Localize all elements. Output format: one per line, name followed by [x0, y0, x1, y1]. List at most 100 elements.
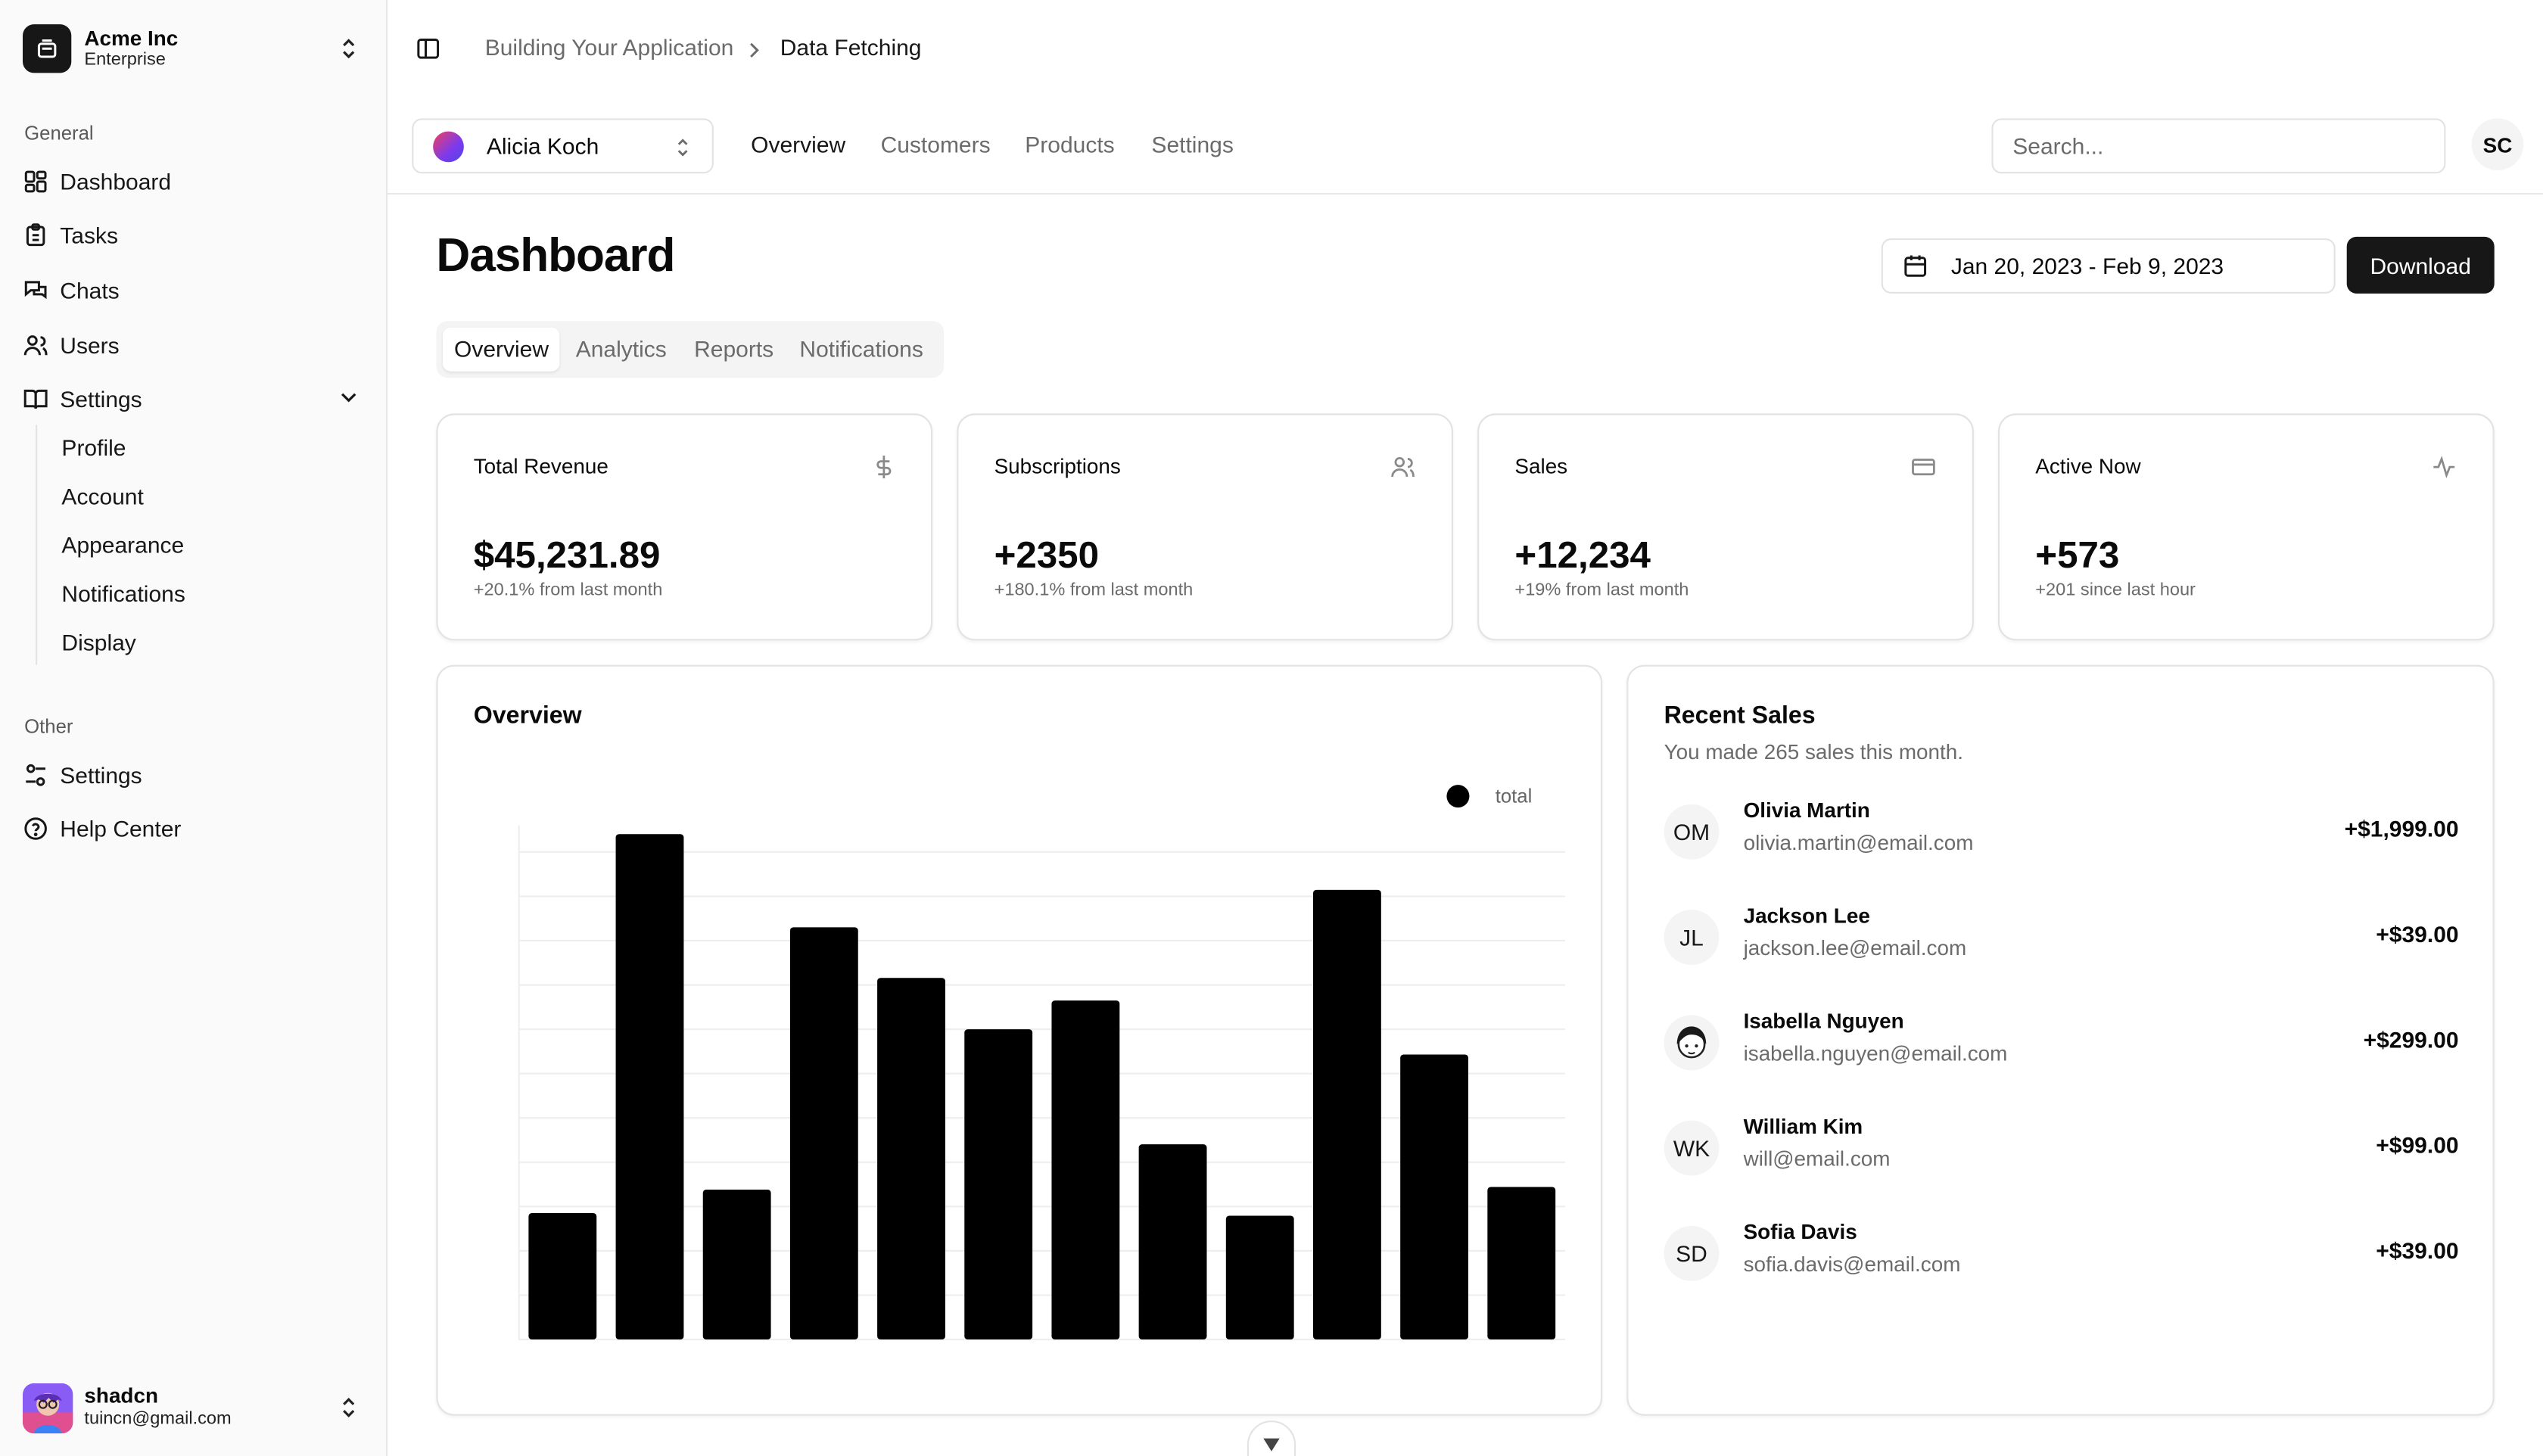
page-title: Dashboard: [436, 230, 675, 282]
sidebar-item-settings[interactable]: Settings: [23, 376, 366, 422]
chart-bar[interactable]: [702, 1189, 771, 1339]
overview-card: Overview total: [436, 664, 1603, 1416]
date-range-text: Jan 20, 2023 - Feb 9, 2023: [1950, 253, 2224, 279]
sidebar-item-users[interactable]: Users: [23, 322, 366, 368]
stat-card-total-revenue: Total Revenue $45,231.89 +20.1% from las…: [436, 413, 933, 641]
overview-title: Overview: [473, 702, 582, 730]
chart-bar[interactable]: [1051, 1000, 1120, 1339]
users-icon: [1390, 454, 1415, 488]
users-icon: [23, 332, 48, 358]
sidebar-item-help-center[interactable]: Help Center: [23, 806, 366, 851]
date-range-picker[interactable]: Jan 20, 2023 - Feb 9, 2023: [1881, 238, 2336, 294]
sidebar-subitem-notifications[interactable]: Notifications: [61, 580, 185, 607]
chart-bar[interactable]: [964, 1029, 1033, 1339]
sale-row: SD Sofia Davis sofia.davis@email.com +$3…: [1664, 1219, 2459, 1290]
chart-bar[interactable]: [1487, 1187, 1556, 1339]
sidebar-toggle-icon[interactable]: [416, 36, 441, 70]
sale-customer-name: Olivia Martin: [1743, 798, 1870, 823]
user-avatar-top[interactable]: SC: [2471, 118, 2524, 170]
avatar: WK: [1664, 1120, 1720, 1176]
sidebar: Acme Inc Enterprise General Dashboard Ta…: [0, 0, 388, 1456]
sale-amount: +$99.00: [2376, 1131, 2459, 1158]
sidebar-item-dashboard[interactable]: Dashboard: [23, 159, 366, 204]
chart-bar[interactable]: [1138, 1144, 1207, 1339]
book-icon: [23, 386, 48, 412]
chevrons-up-down-icon: [338, 36, 360, 70]
download-button[interactable]: Download: [2346, 236, 2495, 294]
sidebar-subitem-account[interactable]: Account: [61, 483, 144, 509]
sidebar-item-tasks[interactable]: Tasks: [23, 213, 366, 258]
breadcrumb-parent[interactable]: Building Your Application: [484, 34, 734, 61]
group-label-general: General: [24, 121, 94, 145]
sale-row: WK William Kim will@email.com +$99.00: [1664, 1114, 2459, 1185]
sale-amount: +$299.00: [2363, 1026, 2459, 1053]
tab-overview[interactable]: Overview: [443, 327, 561, 372]
sale-row: JL Jackson Lee jackson.lee@email.com +$3…: [1664, 904, 2459, 975]
chart-bar[interactable]: [877, 978, 945, 1339]
tab-reports[interactable]: Reports: [694, 335, 774, 362]
chart-bar[interactable]: [1312, 889, 1381, 1339]
activity-icon: [2431, 454, 2457, 488]
avatar: [1664, 1015, 1720, 1071]
tab-analytics[interactable]: Analytics: [575, 335, 667, 362]
sale-customer-name: William Kim: [1743, 1114, 1863, 1139]
stat-card-sales: Sales +12,234 +19% from last month: [1477, 413, 1974, 641]
sidebar-item-label: Tasks: [60, 222, 118, 248]
team-logo: [23, 24, 72, 73]
sale-customer-name: Isabella Nguyen: [1743, 1008, 1904, 1033]
chart-bar[interactable]: [789, 927, 858, 1339]
chart-bar[interactable]: [1225, 1215, 1294, 1339]
account-switcher[interactable]: Alicia Koch: [412, 118, 714, 174]
stat-title: Subscriptions: [994, 454, 1121, 479]
sale-customer-email: olivia.martin@email.com: [1743, 830, 1974, 855]
nav-link-products[interactable]: Products: [1025, 131, 1115, 157]
chart-bar[interactable]: [1400, 1054, 1469, 1339]
sidebar-item-chats[interactable]: Chats: [23, 268, 366, 313]
sale-customer-email: sofia.davis@email.com: [1743, 1252, 1961, 1277]
sidebar-item-label: Chats: [60, 277, 120, 303]
nav-link-settings[interactable]: Settings: [1151, 131, 1234, 157]
sidebar-subitem-profile[interactable]: Profile: [61, 434, 126, 461]
chart-bar[interactable]: [528, 1213, 597, 1339]
help-circle-icon: [23, 816, 48, 842]
stat-subtext: +20.1% from last month: [473, 580, 663, 600]
recent-sales-card: Recent Sales You made 265 sales this mon…: [1626, 664, 2495, 1416]
sidebar-item-label: Help Center: [60, 815, 182, 842]
dollar-icon: [873, 454, 895, 488]
group-label-other: Other: [24, 715, 73, 738]
scroll-down-button[interactable]: [1247, 1420, 1296, 1456]
search-input[interactable]: [1991, 118, 2446, 174]
tab-notifications[interactable]: Notifications: [799, 335, 923, 362]
messages-icon: [23, 277, 48, 303]
clipboard-icon: [23, 222, 48, 248]
sidebar-item-label: Settings: [60, 385, 142, 412]
breadcrumb-current: Data Fetching: [780, 34, 922, 61]
sidebar-subitem-display[interactable]: Display: [61, 629, 136, 655]
main-navbar: Alicia Koch Overview Customers Products …: [388, 98, 2543, 195]
account-name: Alicia Koch: [486, 132, 599, 159]
nav-link-overview[interactable]: Overview: [751, 131, 846, 157]
calendar-icon: [1903, 253, 1928, 278]
dashboard-tabs: Overview Analytics Reports Notifications: [436, 321, 945, 378]
stat-subtext: +19% from last month: [1514, 580, 1689, 600]
stat-value: +2350: [994, 534, 1100, 576]
avatar: OM: [1664, 804, 1720, 860]
sidebar-item-label: Settings: [60, 762, 142, 789]
stat-value: $45,231.89: [473, 534, 661, 576]
team-switcher[interactable]: Acme Inc Enterprise: [23, 23, 370, 75]
sale-customer-email: will@email.com: [1743, 1146, 1891, 1171]
stat-title: Active Now: [2035, 454, 2141, 479]
user-menu[interactable]: shadcn tuincn@gmail.com: [23, 1382, 370, 1434]
layout-grid-icon: [23, 169, 48, 194]
top-bar: Building Your Application Data Fetching: [388, 0, 2543, 98]
credit-card-icon: [1910, 454, 1936, 488]
nav-link-customers[interactable]: Customers: [880, 131, 991, 157]
stat-card-active-now: Active Now +573 +201 since last hour: [1998, 413, 2495, 641]
sidebar-subitem-appearance[interactable]: Appearance: [61, 531, 185, 558]
sale-row: Isabella Nguyen isabella.nguyen@email.co…: [1664, 1009, 2459, 1080]
stat-subtext: +180.1% from last month: [994, 580, 1194, 600]
chart-bar[interactable]: [615, 834, 684, 1339]
sidebar-item-other-settings[interactable]: Settings: [23, 752, 366, 798]
submenu-divider: [36, 425, 38, 665]
